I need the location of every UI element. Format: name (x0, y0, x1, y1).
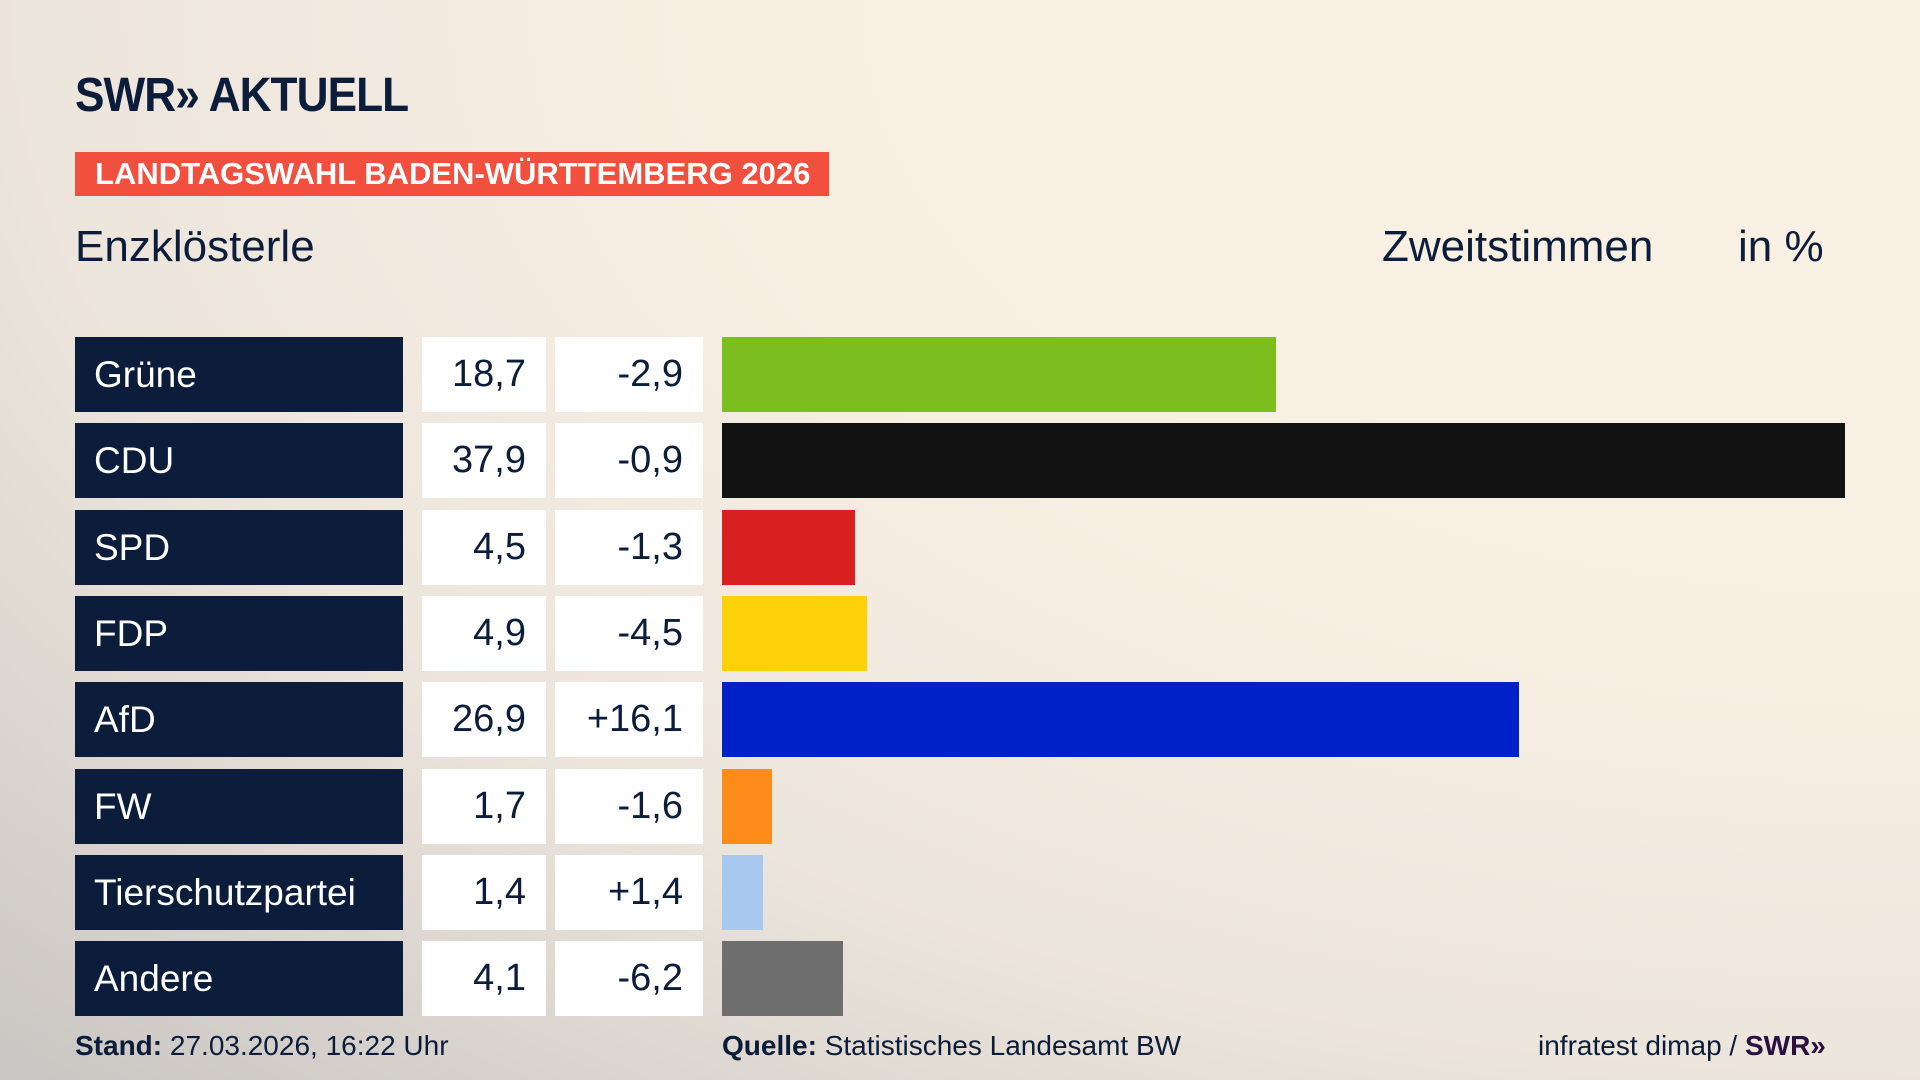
party-name: Tierschutzpartei (75, 854, 403, 930)
vote-change: +16,1 (555, 682, 703, 758)
party-name: FDP (75, 595, 403, 671)
party-name: AfD (75, 682, 403, 758)
swr-small-logo: SWR» (1744, 1030, 1826, 1061)
bar-spd (722, 509, 856, 585)
election-banner: LANDTAGSWAHL BADEN-WÜRTTEMBERG 2026 (75, 152, 829, 196)
vote-share: 4,1 (422, 941, 546, 1017)
bar-afd (722, 682, 1520, 758)
party-name: CDU (75, 423, 403, 499)
result-row: SPD 4,5 -1,3 (0, 509, 1920, 585)
bar-cdu (722, 423, 1845, 499)
result-row: Tierschutzpartei 1,4 +1,4 (0, 854, 1920, 930)
vote-change: -4,5 (555, 595, 703, 671)
vote-change: -6,2 (555, 941, 703, 1017)
vote-change: -1,3 (555, 509, 703, 585)
vote-change: +1,4 (555, 854, 703, 930)
vote-share: 1,7 (422, 768, 546, 844)
vote-change: -1,6 (555, 768, 703, 844)
party-name: FW (75, 768, 403, 844)
vote-change: -2,9 (555, 337, 703, 412)
bar-grüne (722, 337, 1277, 412)
source-value: Statistisches Landesamt BW (824, 1030, 1182, 1061)
credit-text: infratest dimap / (1538, 1030, 1738, 1061)
vote-share: 26,9 (422, 682, 546, 758)
vote-share: 4,9 (422, 595, 546, 671)
vote-change: -0,9 (555, 423, 703, 499)
result-row: AfD 26,9 +16,1 (0, 682, 1920, 758)
bar-fw (722, 768, 773, 844)
credit: infratest dimap / SWR» (1538, 1030, 1826, 1062)
bar-tierschutzpartei (722, 854, 764, 930)
vote-share: 37,9 (422, 423, 546, 499)
bar-andere (722, 941, 844, 1017)
source: Quelle: Statistisches Landesamt BW (722, 1030, 1181, 1062)
party-name: Grüne (75, 337, 403, 412)
unit-label: in % (1738, 222, 1824, 271)
party-name: Andere (75, 941, 403, 1017)
vote-share: 18,7 (422, 337, 546, 412)
stand-value: 27.03.2026, 16:22 Uhr (169, 1030, 449, 1061)
timestamp: Stand: 27.03.2026, 16:22 Uhr (75, 1030, 449, 1062)
result-row: FW 1,7 -1,6 (0, 768, 1920, 844)
result-row: FDP 4,9 -4,5 (0, 595, 1920, 671)
swr-aktuell-logo: SWR» AKTUELL (75, 69, 409, 122)
source-label: Quelle: (722, 1030, 817, 1061)
result-row: CDU 37,9 -0,9 (0, 423, 1920, 499)
municipality-title: Enzklösterle (75, 222, 315, 271)
result-row: Andere 4,1 -6,2 (0, 941, 1920, 1017)
party-name: SPD (75, 509, 403, 585)
vote-share: 4,5 (422, 509, 546, 585)
measure-label: Zweitstimmen (1382, 222, 1654, 271)
result-row: Grüne 18,7 -2,9 (0, 337, 1920, 412)
bar-fdp (722, 595, 868, 671)
vote-share: 1,4 (422, 854, 546, 930)
stand-label: Stand: (75, 1030, 163, 1061)
